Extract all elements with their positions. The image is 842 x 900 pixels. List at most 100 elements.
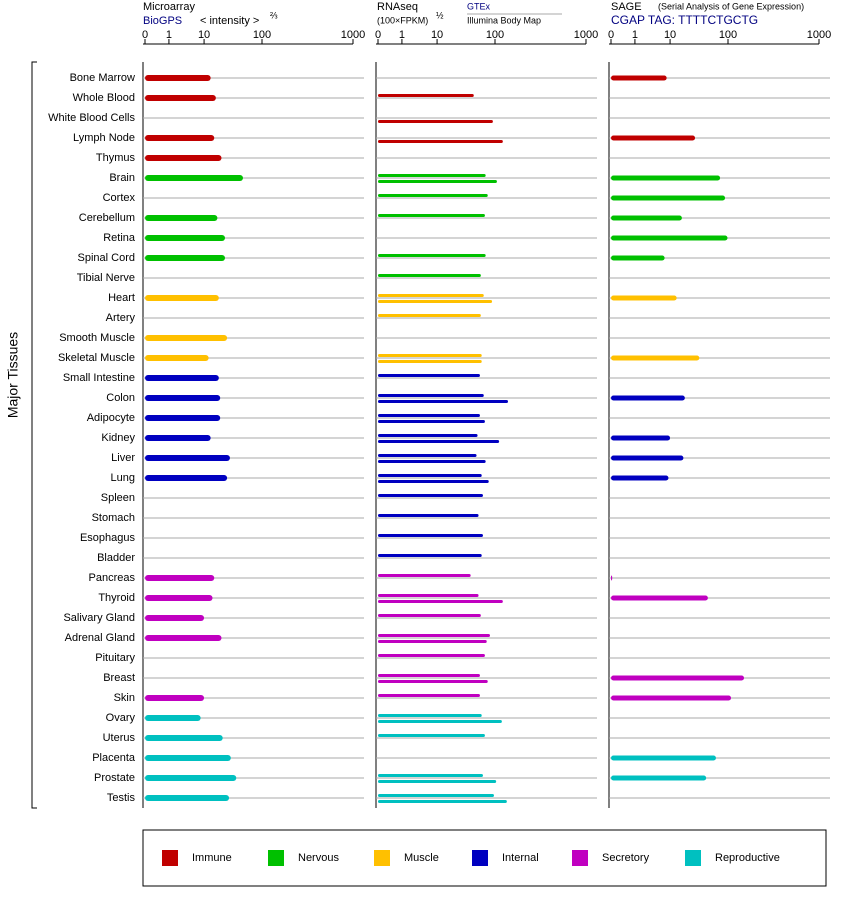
tissue-label: Prostate (94, 772, 135, 784)
bar (611, 195, 726, 201)
bar (378, 420, 485, 423)
legend-label: Immune (192, 852, 232, 864)
panel-title: Microarray (143, 1, 195, 13)
tissue-label: Bone Marrow (70, 72, 135, 84)
bar (378, 374, 480, 377)
bar (378, 714, 482, 717)
tissue-label: Skin (114, 692, 135, 704)
tissue-label: Liver (111, 452, 135, 464)
bar (378, 400, 509, 403)
tissue-label: Lymph Node (73, 132, 135, 144)
x-tick-label: 10 (431, 29, 443, 41)
bar (145, 75, 211, 81)
panel-subtitle: (Serial Analysis of Gene Expression) (658, 1, 804, 11)
x-tick-label: 0 (375, 29, 381, 41)
x-tick-label: 1000 (574, 29, 598, 41)
bar (378, 800, 507, 803)
y-axis-label: Major Tissues (5, 332, 21, 418)
legend-label: Muscle (404, 852, 439, 864)
legend-swatch (268, 850, 284, 866)
tissue-label: Bladder (97, 552, 135, 564)
tissue-label: Colon (106, 392, 135, 404)
bar (378, 554, 482, 557)
tissue-label: Pancreas (89, 572, 136, 584)
bar (611, 295, 677, 301)
legend-swatch (374, 850, 390, 866)
tissue-label: Spleen (101, 492, 135, 504)
legend-label: Reproductive (715, 852, 780, 864)
tissue-label: Skeletal Muscle (58, 352, 135, 364)
legend-box (142, 829, 827, 887)
bar (378, 640, 487, 643)
bar (378, 120, 493, 123)
bar (611, 235, 728, 241)
tissue-label: Stomach (92, 512, 135, 524)
bar (378, 294, 484, 297)
legend-swatch (162, 850, 178, 866)
tissue-label: Breast (103, 672, 135, 684)
bar (611, 215, 682, 221)
bar (378, 460, 486, 463)
bar (145, 375, 219, 381)
bar (378, 534, 483, 537)
panel-tag: CGAP TAG: TTTTCTGCTG (611, 13, 758, 27)
legend-swatch (472, 850, 488, 866)
bar (378, 574, 471, 577)
bar (378, 360, 482, 363)
bar (145, 435, 211, 441)
bar (611, 75, 667, 81)
tissue-label: Adrenal Gland (65, 632, 135, 644)
x-tick-label: 100 (253, 29, 271, 41)
bar (145, 295, 219, 301)
legend-label: Nervous (298, 852, 339, 864)
bar (611, 355, 700, 361)
tissue-label: Whole Blood (73, 92, 135, 104)
panel-title: RNAseq (377, 1, 418, 13)
tissue-label: Cortex (103, 192, 136, 204)
bar (378, 454, 477, 457)
bar (378, 634, 491, 637)
x-tick-label: 1000 (341, 29, 365, 41)
bar (378, 654, 485, 657)
bar (378, 314, 481, 317)
axis-label: < intensity > (200, 15, 259, 27)
bar (145, 695, 205, 701)
bar (145, 395, 221, 401)
bar (378, 194, 488, 197)
x-tick-label: 1 (399, 29, 405, 41)
tissue-label: Heart (108, 292, 135, 304)
bar (378, 214, 485, 217)
tissue-label: Retina (103, 232, 136, 244)
bar (611, 755, 716, 761)
bar (611, 455, 684, 461)
bar (378, 180, 497, 183)
bar (378, 354, 482, 357)
panel-subtitle: BioGPS (143, 15, 182, 27)
bar (145, 795, 230, 801)
bar (145, 715, 201, 721)
tissue-label: Testis (107, 792, 136, 804)
tissue-label: White Blood Cells (48, 112, 135, 124)
x-tick-label: 0 (608, 29, 614, 41)
tissue-label: Spinal Cord (78, 252, 135, 264)
bar (145, 755, 231, 761)
legend-label: Secretory (602, 852, 650, 864)
bar (378, 674, 480, 677)
bar (378, 414, 480, 417)
tissue-label: Salivary Gland (63, 612, 135, 624)
bar (611, 775, 707, 781)
x-tick-label: 1 (166, 29, 172, 41)
tissue-label: Lung (111, 472, 135, 484)
bar (378, 720, 502, 723)
tissue-label: Thyroid (98, 592, 135, 604)
tissue-label: Kidney (101, 432, 135, 444)
bar (145, 355, 209, 361)
bar (145, 455, 230, 461)
tissue-label: Smooth Muscle (59, 332, 135, 344)
tissue-label: Artery (106, 312, 136, 324)
axis-label: (100×FPKM) (377, 15, 428, 25)
tissue-label: Adipocyte (87, 412, 135, 424)
bar (611, 255, 665, 261)
axis-label-exponent: ⅔ (270, 10, 278, 20)
